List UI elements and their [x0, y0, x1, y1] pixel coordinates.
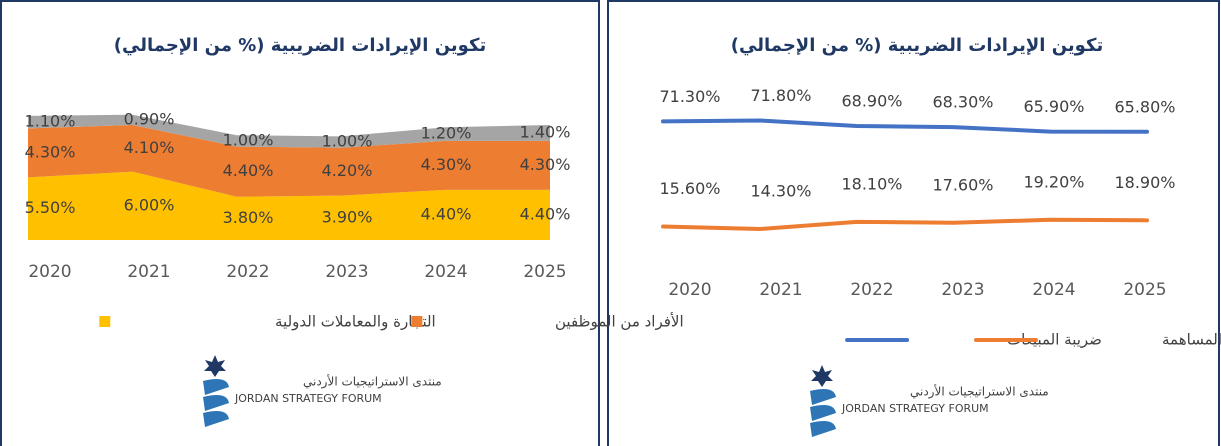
value-label: 3.80% [223, 208, 274, 227]
value-label: 4.30% [25, 142, 76, 161]
value-label: 5.50% [25, 198, 76, 217]
x-tick-label: 2024 [1032, 280, 1075, 300]
value-label: 71.30% [659, 87, 720, 106]
legend-label: التجارة والمعاملات الدولية [275, 313, 436, 331]
logo-arabic: منتدى الاستراتيجيات الأردني [303, 374, 442, 390]
value-label: 18.10% [841, 174, 902, 193]
value-label: 1.00% [223, 130, 274, 149]
x-tick-label: 2023 [325, 262, 368, 282]
legend-swatch [99, 316, 111, 327]
chart: تكوين الإيرادات الضريبية (% من الإجمالي)… [25, 35, 684, 427]
value-label: 68.30% [932, 93, 993, 112]
logo-english: JORDAN STRATEGY FORUM [234, 392, 382, 405]
x-tick-label: 2024 [424, 262, 467, 282]
area [28, 124, 550, 197]
value-label: 3.90% [322, 207, 373, 226]
value-label: 19.20% [1023, 172, 1084, 191]
value-label: 6.00% [124, 195, 175, 214]
legend-label: ضريبة المبيعات [1007, 331, 1102, 349]
logo-star [204, 355, 226, 377]
value-label: 4.10% [124, 138, 175, 157]
value-label: 14.30% [750, 182, 811, 201]
x-tick-label: 2025 [1123, 280, 1166, 300]
x-tick-label: 2023 [941, 280, 984, 300]
value-label: 1.40% [520, 122, 571, 141]
chart: تكوين الإيرادات الضريبية (% من الإجمالي)… [659, 35, 1221, 437]
value-label: 4.40% [421, 204, 472, 223]
value-label: 4.30% [421, 155, 472, 174]
area [28, 171, 550, 240]
value-label: 4.20% [322, 161, 373, 180]
chart-title: تكوين الإيرادات الضريبية (% من الإجمالي) [731, 35, 1103, 56]
line [661, 217, 1149, 232]
panel-left [0, 0, 600, 446]
legend-label: الشركات المساهمة [1162, 331, 1221, 349]
line [661, 118, 1149, 134]
panel-right [607, 0, 1220, 446]
value-label: 1.00% [322, 132, 373, 151]
logo-arabic: منتدى الاستراتيجيات الأردني [910, 384, 1049, 400]
logo: منتدى الاستراتيجيات الأردني JORDAN STRATE… [810, 365, 1049, 437]
logo: منتدى الاستراتيجيات الأردني JORDAN STRATE… [203, 355, 442, 427]
value-label: 18.90% [1114, 173, 1175, 192]
logo-mark [203, 379, 229, 427]
value-label: 0.90% [124, 109, 175, 128]
value-label: 65.80% [1114, 97, 1175, 116]
value-label: 1.20% [421, 124, 472, 143]
value-label: 1.10% [25, 112, 76, 131]
x-tick-label: 2025 [523, 262, 566, 282]
x-tick-label: 2020 [668, 280, 711, 300]
legend-swatch [411, 316, 423, 327]
chart-title: تكوين الإيرادات الضريبية (% من الإجمالي) [114, 35, 486, 56]
x-tick-label: 2022 [850, 280, 893, 300]
value-label: 4.40% [520, 204, 571, 223]
value-label: 4.30% [520, 155, 571, 174]
logo-english: JORDAN STRATEGY FORUM [841, 402, 989, 415]
value-label: 17.60% [932, 175, 993, 194]
value-label: 71.80% [750, 86, 811, 105]
x-tick-label: 2021 [759, 280, 802, 300]
x-tick-label: 2021 [127, 262, 170, 282]
x-tick-label: 2020 [28, 262, 71, 282]
value-label: 68.90% [841, 91, 902, 110]
legend-label: الأفراد من الموظفين [555, 312, 684, 331]
x-tick-label: 2022 [226, 262, 269, 282]
area [28, 114, 550, 148]
value-label: 15.60% [659, 179, 720, 198]
value-label: 65.90% [1023, 97, 1084, 116]
logo-mark [810, 389, 836, 437]
logo-star [811, 365, 833, 387]
value-label: 4.40% [223, 161, 274, 180]
